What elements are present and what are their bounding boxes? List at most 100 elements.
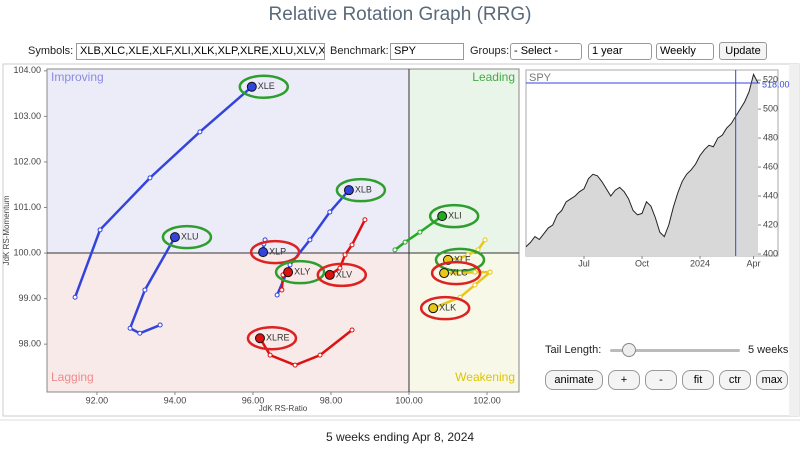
x-tick-label: Oct	[635, 258, 650, 268]
tail	[280, 270, 290, 292]
y-tick-label: 104.00	[13, 65, 41, 75]
tail-point	[465, 252, 471, 258]
tail-point	[280, 272, 286, 278]
series-label: XLU	[181, 231, 199, 241]
center-button[interactable]: ctr	[719, 370, 751, 390]
benchmark-label: Benchmark:	[330, 45, 389, 57]
zoom-in-button[interactable]: +	[608, 370, 640, 390]
period-select[interactable]: 1 year	[588, 43, 652, 60]
update-button[interactable]: Update	[719, 42, 767, 60]
y-tick-label: 460	[763, 161, 778, 171]
tail-point	[417, 229, 423, 235]
tail	[328, 218, 367, 277]
tail-point	[392, 247, 398, 253]
plot-border	[46, 68, 520, 393]
x-tick-label: 100.00	[395, 395, 423, 405]
series-label: XLV	[336, 269, 352, 279]
y-axis-title: JdK RS-Momentum	[2, 195, 11, 265]
tail-point	[349, 327, 355, 333]
groups-select[interactable]: - Select -	[510, 43, 582, 60]
quadrant-lagging	[47, 253, 409, 392]
highlight	[249, 239, 301, 265]
head-point	[343, 185, 354, 196]
quadrant-label: Leading	[472, 70, 515, 84]
x-tick-label: 94.00	[164, 395, 187, 405]
highlight	[419, 295, 471, 321]
highlight	[238, 74, 290, 100]
series-label: XLF	[454, 254, 471, 264]
head-point	[169, 232, 180, 243]
head-point	[428, 303, 439, 314]
tail-point	[287, 262, 293, 268]
tail-point	[274, 292, 280, 298]
tail-point	[457, 294, 463, 300]
tail-point	[327, 209, 333, 215]
tail	[446, 238, 487, 262]
tail-point	[97, 227, 103, 233]
x-tick-label: 2024	[690, 258, 710, 268]
page-title: Relative Rotation Graph (RRG)	[268, 4, 532, 25]
tail-point	[337, 265, 343, 271]
head-point	[439, 268, 450, 279]
highlight	[161, 224, 213, 250]
footer: 5 weeks ending Apr 8, 2024	[325, 430, 475, 444]
tail-value: 5 weeks	[748, 344, 789, 356]
y-tick-label: 101.00	[13, 202, 41, 212]
line	[525, 72, 759, 248]
tail-point	[157, 322, 163, 328]
x-tick-label: 98.00	[320, 395, 343, 405]
quadrant-label: Improving	[51, 70, 104, 84]
head-point	[324, 269, 335, 280]
head-point	[283, 267, 294, 278]
series-label: XLP	[269, 247, 286, 257]
tail-point	[487, 269, 493, 275]
fit-button[interactable]: fit	[682, 370, 714, 390]
quadrant-leading	[408, 69, 519, 254]
tail-point	[279, 287, 285, 293]
tail-point	[342, 252, 348, 258]
y-tick-label: 100.00	[13, 247, 41, 257]
quadrant-improving	[47, 69, 409, 254]
zoom-out-button[interactable]: -	[645, 370, 677, 390]
benchmark-input[interactable]: SPY	[390, 43, 464, 60]
highlight	[246, 325, 298, 351]
x-tick-label: Jul	[578, 258, 590, 268]
x-tick-label: 102.00	[473, 395, 501, 405]
interval-select[interactable]: Weekly	[656, 43, 714, 60]
tail-point	[197, 129, 203, 135]
tail-label: Tail Length:	[545, 344, 602, 356]
animate-button[interactable]: animate	[545, 370, 603, 390]
series-label: XLRE	[266, 333, 290, 343]
highlight	[335, 177, 387, 203]
tail	[275, 188, 351, 297]
y-tick-label: 99.00	[18, 293, 41, 303]
tail-point	[482, 237, 488, 243]
tail-point	[261, 241, 267, 247]
tail	[431, 270, 492, 310]
tail-point	[127, 325, 133, 331]
scrollbar	[789, 64, 799, 416]
y-tick-label: 420	[763, 219, 778, 229]
tail-slider[interactable]	[610, 349, 740, 352]
series-label: XLK	[439, 303, 456, 313]
tail-point	[147, 175, 153, 181]
y-tick-label: 103.00	[13, 111, 41, 121]
tail-point	[317, 352, 323, 358]
series-label: XLE	[258, 81, 275, 91]
highlight	[430, 260, 482, 286]
y-tick-label: 98.00	[18, 339, 41, 349]
quadrant-weakening	[408, 253, 519, 392]
head-point	[443, 254, 454, 265]
quadrant-label: Weakening	[455, 370, 515, 384]
area	[526, 74, 758, 256]
max-button[interactable]: max	[756, 370, 788, 390]
y-tick-label: 520	[763, 75, 778, 85]
symbols-input[interactable]: XLB,XLC,XLE,XLF,XLI,XLK,XLP,XLRE,XLU,XLV…	[76, 43, 325, 60]
head-point	[258, 247, 269, 258]
tail-knob[interactable]	[622, 343, 636, 357]
series-label: XLC	[450, 267, 468, 277]
head-point	[246, 81, 257, 92]
spy-title: SPY	[529, 72, 552, 84]
head-point	[437, 211, 448, 222]
